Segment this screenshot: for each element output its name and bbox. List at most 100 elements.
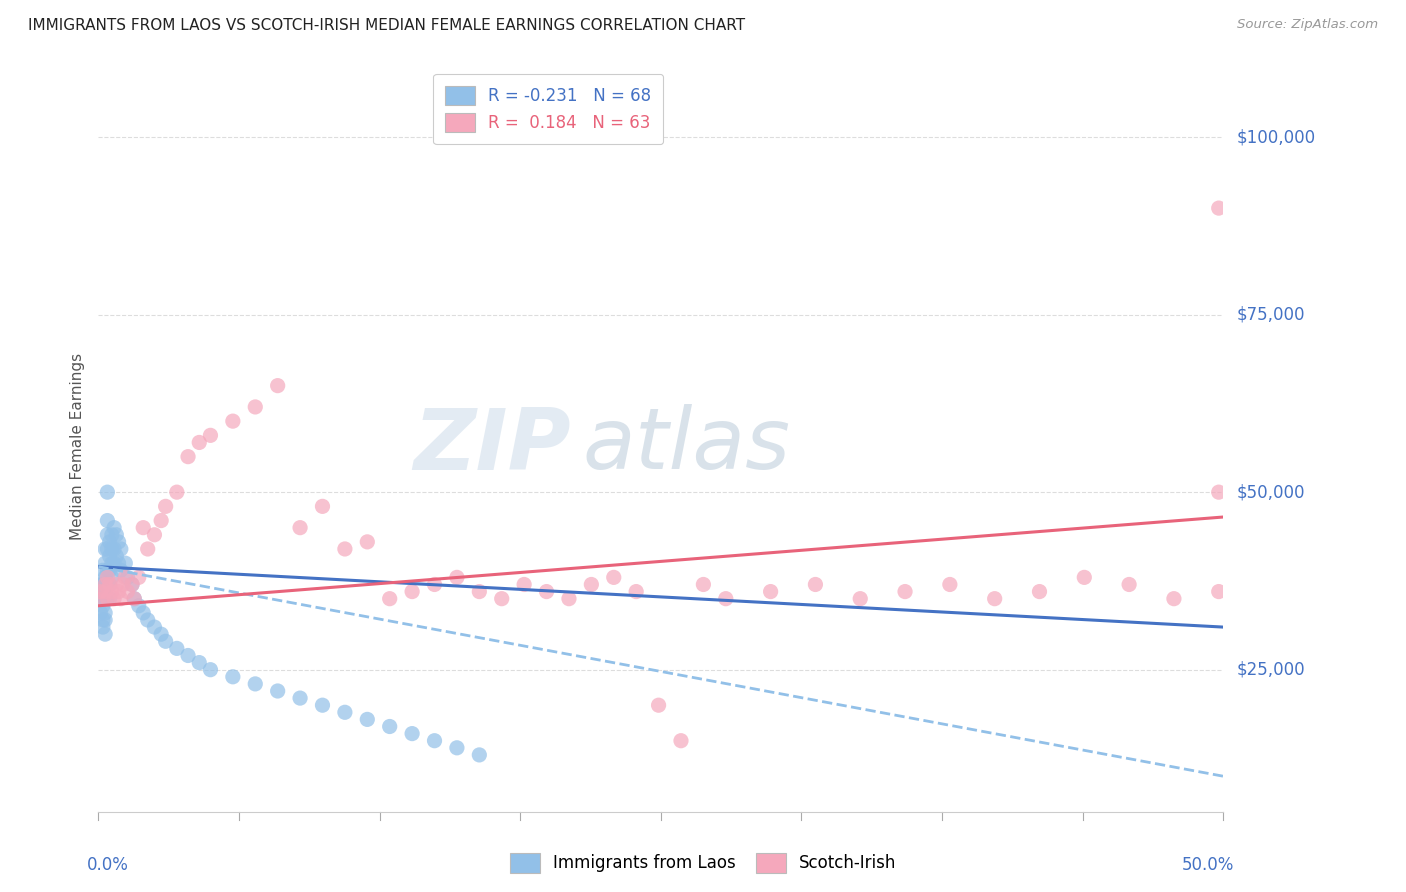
Point <box>94 627 117 641</box>
Point <box>333 541 356 556</box>
Text: IMMIGRANTS FROM LAOS VS SCOTCH-IRISH MEDIAN FEMALE EARNINGS CORRELATION CHART: IMMIGRANTS FROM LAOS VS SCOTCH-IRISH MED… <box>28 18 745 33</box>
Text: $50,000: $50,000 <box>1237 483 1306 501</box>
Text: $25,000: $25,000 <box>1237 661 1306 679</box>
Point <box>98 591 121 606</box>
Point <box>446 570 468 584</box>
Point <box>94 606 117 620</box>
Point <box>266 684 288 698</box>
Point <box>288 521 311 535</box>
Point <box>166 641 188 656</box>
Point <box>122 591 145 606</box>
Point <box>94 556 117 570</box>
Text: atlas: atlas <box>582 404 790 488</box>
Point <box>101 570 124 584</box>
Point <box>117 570 139 584</box>
Point <box>804 577 827 591</box>
Point <box>96 541 118 556</box>
Point <box>117 584 139 599</box>
Point <box>91 563 114 577</box>
Text: $100,000: $100,000 <box>1237 128 1316 146</box>
Point <box>491 591 513 606</box>
Point <box>188 656 211 670</box>
Point <box>939 577 962 591</box>
Point <box>91 577 114 591</box>
Point <box>1073 570 1095 584</box>
Point <box>121 577 143 591</box>
Point <box>136 541 159 556</box>
Point <box>96 570 118 584</box>
Point <box>423 733 446 747</box>
Point <box>603 570 626 584</box>
Point <box>91 584 114 599</box>
Point <box>94 584 117 599</box>
Point <box>446 740 468 755</box>
Point <box>114 556 136 570</box>
Point <box>94 591 117 606</box>
Point <box>96 577 118 591</box>
Point <box>101 584 124 599</box>
Point <box>849 591 872 606</box>
Point <box>107 556 129 570</box>
Point <box>155 500 177 514</box>
Point <box>122 591 145 606</box>
Point <box>513 577 536 591</box>
Text: Source: ZipAtlas.com: Source: ZipAtlas.com <box>1237 18 1378 31</box>
Point <box>714 591 737 606</box>
Point <box>96 591 118 606</box>
Point <box>91 613 114 627</box>
Point <box>311 698 333 713</box>
Point <box>107 534 129 549</box>
Point <box>103 556 125 570</box>
Point <box>143 620 166 634</box>
Point <box>150 514 173 528</box>
Point <box>222 414 245 428</box>
Point <box>536 584 558 599</box>
Point <box>245 677 267 691</box>
Point <box>150 627 173 641</box>
Point <box>581 577 603 591</box>
Point <box>401 584 423 599</box>
Point <box>96 485 118 500</box>
Point <box>132 521 155 535</box>
Point <box>266 378 288 392</box>
Point <box>1163 591 1185 606</box>
Point <box>177 450 200 464</box>
Point <box>96 591 118 606</box>
Point <box>558 591 581 606</box>
Point <box>288 691 311 706</box>
Point <box>114 570 136 584</box>
Point <box>96 514 118 528</box>
Point <box>177 648 200 663</box>
Point <box>98 577 121 591</box>
Point <box>128 599 150 613</box>
Point <box>98 549 121 563</box>
Point <box>401 726 423 740</box>
Point <box>121 577 143 591</box>
Point <box>200 428 222 442</box>
Point <box>101 556 124 570</box>
Point <box>423 577 446 591</box>
Point <box>101 541 124 556</box>
Point <box>90 577 112 591</box>
Point <box>91 620 114 634</box>
Point <box>98 534 121 549</box>
Point <box>91 591 114 606</box>
Point <box>188 435 211 450</box>
Point <box>1208 584 1230 599</box>
Point <box>94 577 117 591</box>
Point <box>143 528 166 542</box>
Point <box>91 599 114 613</box>
Point <box>311 500 333 514</box>
Point <box>94 613 117 627</box>
Point <box>90 591 112 606</box>
Point <box>96 563 118 577</box>
Point <box>1208 201 1230 215</box>
Point <box>112 577 135 591</box>
Point <box>110 563 132 577</box>
Point <box>90 584 112 599</box>
Point <box>647 698 669 713</box>
Point <box>136 613 159 627</box>
Text: 50.0%: 50.0% <box>1182 855 1234 873</box>
Point <box>356 713 378 727</box>
Legend: Immigrants from Laos, Scotch-Irish: Immigrants from Laos, Scotch-Irish <box>503 847 903 880</box>
